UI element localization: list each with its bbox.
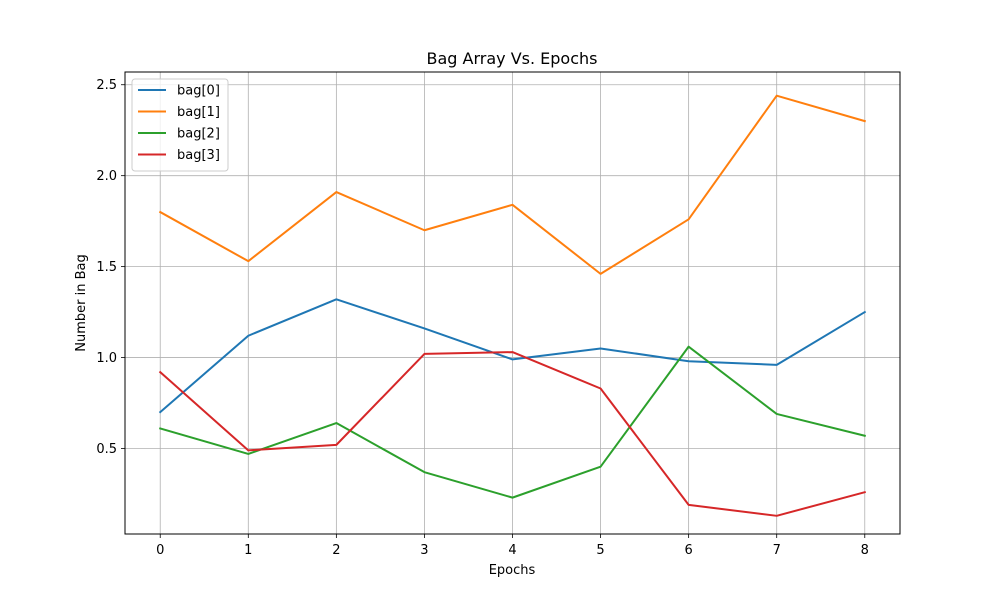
series-line-bag-0 [158, 298, 867, 414]
x-tick-label: 3 [420, 543, 428, 558]
series-line-bag-1 [158, 94, 867, 275]
x-tick-label: 6 [684, 543, 692, 558]
x-tick-label: 7 [773, 543, 781, 558]
grid [125, 72, 900, 534]
legend: bag[0] bag[1] bag[2] bag[3] [131, 78, 229, 172]
legend-label: bag[1] [177, 105, 220, 120]
y-axis-label: Number in Bag [74, 254, 89, 351]
legend-box [131, 78, 229, 172]
chart-title: Bag Array Vs. Epochs [427, 49, 598, 68]
x-tick-label: 2 [332, 543, 340, 558]
legend-label: bag[3] [177, 148, 220, 163]
legend-label: bag[0] [177, 84, 220, 99]
x-tick-label: 5 [596, 543, 604, 558]
series-line-bag-3 [158, 351, 866, 517]
y-tick-label: 0.5 [96, 442, 117, 457]
legend-label: bag[2] [177, 127, 220, 142]
y-tick-label: 1.5 [96, 260, 117, 275]
x-axis-label: Epochs [489, 563, 536, 578]
x-tick-label: 8 [861, 543, 869, 558]
x-tick-label: 1 [244, 543, 252, 558]
y-tick-label: 2.5 [96, 78, 117, 93]
x-tick-label: 0 [156, 543, 164, 558]
y-tick-label: 2.0 [96, 169, 117, 184]
axis-ticks: 0 1 2 3 4 5 6 7 8 0.5 1.0 1.5 2.0 2.5 [96, 78, 869, 558]
x-tick-label: 4 [508, 543, 516, 558]
series-line-bag-2 [158, 345, 866, 499]
series-lines [158, 94, 867, 517]
y-tick-label: 1.0 [96, 351, 117, 366]
